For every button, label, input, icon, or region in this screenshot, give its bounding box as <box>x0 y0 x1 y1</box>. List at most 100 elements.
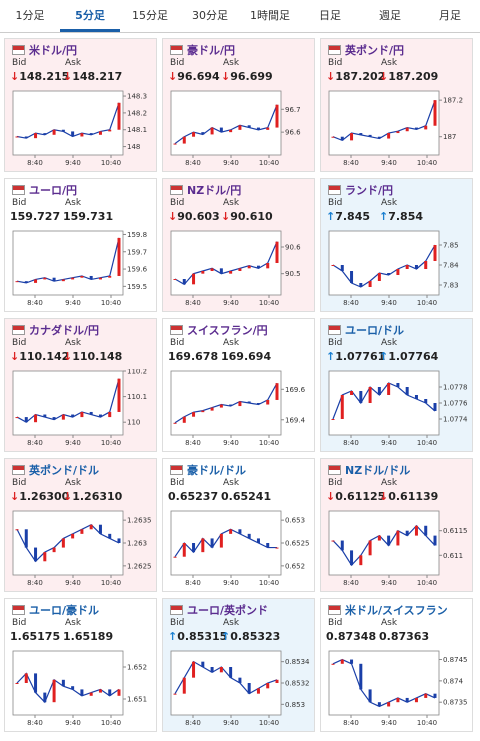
mini-chart: 169.6 169.4 8:40 9:40 10:40 <box>170 370 306 447</box>
candle <box>219 404 223 408</box>
ask-value: ↑1.07764 <box>379 350 438 363</box>
candle <box>192 273 196 285</box>
rate-card[interactable]: 米ドル/スイスフラン Bid Ask 0.87348 0.87363 0.8745 0.87… <box>320 598 473 732</box>
candle <box>182 136 186 144</box>
x-tick-label: 8:40 <box>185 299 201 307</box>
bid-value: 1.65175 <box>10 630 60 643</box>
pair-name: ユーロ/ドル <box>345 324 405 337</box>
rate-card[interactable]: ユーロ/豪ドル Bid Ask 1.65175 1.65189 1.652 1.651 8:4… <box>4 598 157 732</box>
x-tick-label: 8:40 <box>343 719 359 727</box>
candle <box>219 268 223 274</box>
plot-frame <box>328 510 440 576</box>
candle <box>173 143 177 145</box>
tab[interactable]: 月足 <box>439 9 461 22</box>
tab[interactable]: 15分足 <box>132 9 168 22</box>
y-tick-label: 0.653 <box>285 517 305 525</box>
x-tick-label: 9:40 <box>223 719 239 727</box>
bid-value: ↓1.26300 <box>10 490 69 503</box>
candle <box>43 552 47 562</box>
candle <box>210 268 214 271</box>
rate-card[interactable]: 英ポンド/円 Bid Ask ↓187.202 ↓187.209 187.2 187 8:40… <box>320 38 473 172</box>
flag-icon <box>328 465 341 475</box>
ask-value: 0.87363 <box>379 630 429 643</box>
y-tick-label: 0.8534 <box>285 658 310 666</box>
candle <box>98 524 102 534</box>
bid-number: 1.07761 <box>335 350 386 363</box>
candle <box>238 268 242 271</box>
rate-card[interactable]: ユーロ/円 Bid Ask 159.727 159.731 159.8 159.7 159.6… <box>4 178 157 312</box>
y-tick-label: 1.0774 <box>443 416 468 424</box>
tab[interactable]: 1分足 <box>15 9 45 22</box>
candle <box>433 403 437 411</box>
candle <box>377 136 381 139</box>
x-tick-label: 9:40 <box>223 439 239 447</box>
flag-icon <box>12 325 25 335</box>
candle <box>210 127 214 135</box>
tab[interactable]: 5分足 <box>60 0 120 32</box>
y-tick-label: 0.611 <box>443 552 463 560</box>
pair-name: NZドル/円 <box>187 184 242 197</box>
y-tick-label: 7.84 <box>443 262 459 270</box>
y-tick-label: 90.5 <box>285 270 301 278</box>
trend-arrow: ↓ <box>379 490 389 503</box>
candle <box>173 422 177 424</box>
rate-card[interactable]: ユーロ/英ポンド Bid Ask ↑0.85315 ↑0.85323 0.8534 0.85… <box>162 598 315 732</box>
candle <box>89 411 93 415</box>
rate-card[interactable]: スイスフラン/円 Bid Ask 169.678 169.694 169.6 169.4 8:… <box>162 318 315 452</box>
rate-card[interactable]: カナダドル/円 Bid Ask ↓110.142 ↓110.148 110.2 110.1 1… <box>4 318 157 452</box>
rate-card[interactable]: 豪ドル/円 Bid Ask ↓96.694 ↓96.699 96.7 96.6 8:40 9:4… <box>162 38 315 172</box>
candle <box>247 265 251 269</box>
rate-card[interactable]: ユーロ/ドル Bid Ask ↑1.07761 ↑1.07764 1.0778 1.0776… <box>320 318 473 452</box>
x-tick-label: 9:40 <box>381 439 397 447</box>
candle <box>368 387 372 403</box>
candle <box>359 283 363 287</box>
rate-card[interactable]: 米ドル/円 Bid Ask ↓148.215 ↓148.217 148.3 148.2 148… <box>4 38 157 172</box>
tab[interactable]: 1時間足 <box>250 9 290 22</box>
candle <box>108 689 112 696</box>
candle <box>24 673 28 683</box>
x-tick-label: 10:40 <box>101 159 121 167</box>
rate-card[interactable]: ランド/円 Bid Ask ↑7.845 ↑7.854 7.85 7.84 7.83 8:40 9… <box>320 178 473 312</box>
candle <box>368 540 372 556</box>
rate-card[interactable]: NZドル/円 Bid Ask ↓90.603 ↓90.610 90.6 90.5 8:40 9:… <box>162 178 315 312</box>
bid-value: ↓187.202 <box>326 70 385 83</box>
mini-chart: 1.2635 1.263 1.2625 8:40 9:40 10:40 <box>12 510 152 587</box>
pair-name: 豪ドル/円 <box>187 44 236 57</box>
candle <box>275 241 279 263</box>
candle <box>34 279 38 283</box>
x-tick-label: 9:40 <box>65 299 81 307</box>
price-line <box>332 99 436 142</box>
tab[interactable]: 週足 <box>379 9 401 22</box>
ask-number: 0.87363 <box>379 630 430 643</box>
candle <box>89 524 93 530</box>
y-tick-label: 148 <box>127 143 140 151</box>
tab[interactable]: 日足 <box>319 9 341 22</box>
rate-card[interactable]: 英ポンド/ドル Bid Ask ↓1.26300 ↓1.26310 1.2635 1.263… <box>4 458 157 592</box>
candle <box>377 387 381 395</box>
y-tick-label: 110.1 <box>127 393 147 401</box>
rate-card[interactable]: 豪ドル/ドル Bid Ask 0.65237 0.65241 0.653 0.6525 0.6… <box>162 458 315 592</box>
ask-number: 148.217 <box>72 70 123 83</box>
x-tick-label: 9:40 <box>65 579 81 587</box>
y-tick-label: 169.6 <box>285 386 306 394</box>
candle <box>238 125 242 130</box>
candle <box>229 129 233 133</box>
flag-icon <box>328 185 341 195</box>
candle <box>80 275 84 278</box>
price-line <box>174 528 277 558</box>
candle <box>350 659 354 664</box>
tab[interactable]: 30分足 <box>192 9 228 22</box>
trend-arrow: ↓ <box>168 210 178 223</box>
candle <box>424 261 428 269</box>
mini-chart: 0.6115 0.611 8:40 9:40 10:40 <box>328 510 468 587</box>
x-tick-label: 8:40 <box>343 439 359 447</box>
ask-label: Ask <box>223 618 240 628</box>
candle <box>80 133 84 137</box>
candle <box>24 281 28 283</box>
flag-icon <box>328 325 341 335</box>
rate-card[interactable]: NZドル/ドル Bid Ask ↓0.61125 ↓0.61139 0.6115 0.611… <box>320 458 473 592</box>
flag-icon <box>328 45 341 55</box>
bid-label: Bid <box>170 198 185 208</box>
candle <box>414 127 418 130</box>
